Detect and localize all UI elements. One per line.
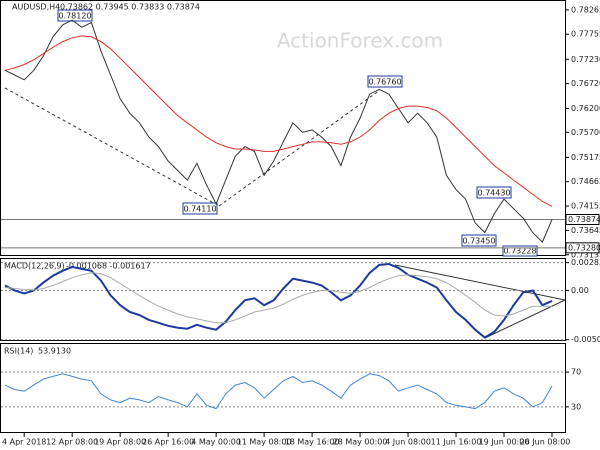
macd-trendline xyxy=(394,264,566,301)
x-tick-label: 28 May 00:00 xyxy=(333,438,388,447)
series-line xyxy=(4,262,553,339)
y-tick-label: 0.002839 xyxy=(571,258,600,267)
watermark: ActionForex.com xyxy=(277,29,443,53)
price-label: 0.73280 xyxy=(568,243,600,252)
y-tick-label: 0.73645 xyxy=(571,226,600,235)
y-tick-label: 30 xyxy=(571,402,581,411)
annotation: 0.73228 xyxy=(503,247,536,256)
annotation: 0.74110 xyxy=(183,205,216,214)
x-tick-label: 4 Apr 2018 xyxy=(2,438,46,447)
annotation: 0.74430 xyxy=(477,189,510,198)
y-tick-label: 70 xyxy=(571,368,581,377)
x-tick-label: 11 May 08:00 xyxy=(237,438,292,447)
annotation: 0.73450 xyxy=(462,237,495,246)
annotation-box xyxy=(502,245,538,257)
price-box xyxy=(565,213,600,225)
annotations: 0.78120 0.76760 0.74430 0.74110 0.73450 … xyxy=(57,9,538,257)
x-tick-label: 4 May 00:00 xyxy=(191,438,241,447)
symbol: AUDUSD,H4 xyxy=(12,3,60,12)
annotation-box xyxy=(57,9,93,22)
annotation-box xyxy=(182,202,218,215)
rsi-frame xyxy=(0,343,566,433)
price-frame xyxy=(0,0,566,256)
x-tick-label: 26 Jun 08:00 xyxy=(520,438,571,447)
series-line xyxy=(4,35,553,207)
x-tick-label: 26 Apr 16:00 xyxy=(142,438,194,447)
macd-title: MACD(12,26,9) xyxy=(4,262,65,271)
y-tick-label: 0.74155 xyxy=(571,202,600,211)
x-tick-label: 12 Apr 08:00 xyxy=(46,438,98,447)
price-label: 0.73874 xyxy=(568,215,600,224)
y-tick-label: 0.77755 xyxy=(571,30,600,39)
annotation-box xyxy=(461,234,497,247)
annotation: 0.76760 xyxy=(368,78,401,87)
annotation-box xyxy=(367,75,403,88)
y-tick-label: 0.00 xyxy=(571,286,589,295)
y-tick-label: 0.78265 xyxy=(571,5,600,14)
ohlc: 0.73862 0.73945 0.73833 0.73874 xyxy=(60,3,200,12)
macd-values: -0.001068 -0.001617 xyxy=(66,262,151,271)
macd-frame xyxy=(0,258,566,341)
annotation: 0.78120 xyxy=(58,12,91,21)
price-box xyxy=(565,242,600,254)
y-tick-label: -0.005021 xyxy=(571,335,600,344)
series-line xyxy=(4,373,553,410)
x-tick-label: 11 Jun 16:00 xyxy=(431,438,482,447)
x-tick-label: 4 Jun 08:00 xyxy=(385,438,431,447)
x-tick-label: 19 Jun 00:00 xyxy=(479,438,530,447)
rsi-value: 53.9130 xyxy=(38,347,71,356)
y-tick-label: 0.73135 xyxy=(571,250,600,259)
y-tick-label: 0.75175 xyxy=(571,153,600,162)
x-tick-label: 18 May 16:00 xyxy=(285,438,340,447)
trendline xyxy=(4,87,220,207)
series-line xyxy=(4,272,553,324)
series-line xyxy=(4,19,553,243)
annotation-box xyxy=(476,186,512,199)
y-tick-label: 0.74665 xyxy=(571,177,600,186)
x-tick-label: 19 Apr 08:00 xyxy=(94,438,146,447)
rsi-title: RSI(14) xyxy=(4,347,33,356)
